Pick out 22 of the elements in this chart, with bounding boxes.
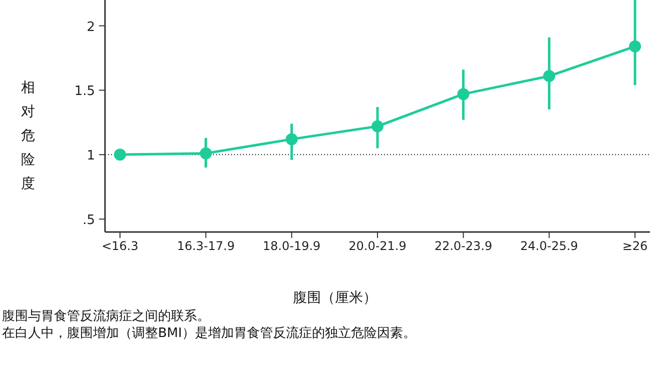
point [543,70,556,82]
y-tick-label: 1 [86,148,95,164]
x-tick-label: 18.0-19.9 [262,239,321,253]
y-tick-label: 2 [86,20,95,35]
x-tick-label: 24.0-25.9 [520,239,578,253]
x-tick-label: 16.3-17.9 [176,239,235,253]
x-tick-label: 22.0-23.9 [434,239,492,253]
x-tick-label: 20.0-21.9 [348,239,406,253]
point [457,88,470,100]
point [114,148,126,161]
y-tick-label: 1.5 [74,84,95,100]
point [200,147,212,160]
x-tick-label: <16.3 [102,239,138,253]
point [629,40,641,52]
text: 腹围与胃食管反流病症之间的联系。 [2,308,210,324]
y-axis-title: 相对危险度 [21,80,35,192]
text: 在白人中，腹围增加（调整BMI）是增加胃食管反流症的独立危险因素。 [2,325,416,341]
x-axis-title: 腹围（厘米） [293,290,377,306]
point [286,133,298,146]
x-tick-label: ≥26 [622,239,648,253]
point [372,120,384,132]
y-tick-label: .5 [82,213,95,228]
